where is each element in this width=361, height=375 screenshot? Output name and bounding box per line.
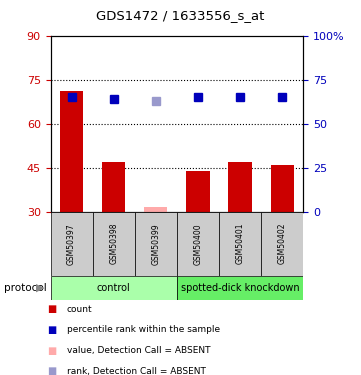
- Text: GDS1472 / 1633556_s_at: GDS1472 / 1633556_s_at: [96, 9, 265, 22]
- Text: GSM50402: GSM50402: [278, 223, 287, 264]
- Bar: [102, 162, 125, 212]
- Bar: [186, 171, 209, 212]
- Text: ■: ■: [47, 325, 56, 335]
- Text: control: control: [97, 283, 131, 293]
- Text: ■: ■: [47, 346, 56, 355]
- Text: ■: ■: [47, 366, 56, 375]
- Bar: [93, 212, 135, 276]
- Bar: [219, 212, 261, 276]
- Text: GSM50400: GSM50400: [193, 223, 203, 265]
- Text: value, Detection Call = ABSENT: value, Detection Call = ABSENT: [67, 346, 210, 355]
- Text: spotted-dick knockdown: spotted-dick knockdown: [181, 283, 299, 293]
- Bar: [144, 207, 168, 212]
- Text: protocol: protocol: [4, 283, 46, 293]
- Text: ■: ■: [47, 304, 56, 314]
- Text: rank, Detection Call = ABSENT: rank, Detection Call = ABSENT: [67, 367, 206, 375]
- Text: GSM50398: GSM50398: [109, 223, 118, 264]
- Text: GSM50397: GSM50397: [67, 223, 76, 265]
- Bar: [135, 212, 177, 276]
- Bar: [51, 276, 177, 300]
- Bar: [271, 165, 294, 212]
- Bar: [229, 162, 252, 212]
- Text: ▶: ▶: [36, 283, 45, 293]
- Bar: [60, 92, 83, 212]
- Bar: [261, 212, 303, 276]
- Text: percentile rank within the sample: percentile rank within the sample: [67, 326, 220, 334]
- Text: count: count: [67, 305, 92, 314]
- Text: GSM50399: GSM50399: [151, 223, 160, 265]
- Bar: [177, 212, 219, 276]
- Text: GSM50401: GSM50401: [236, 223, 244, 264]
- Bar: [177, 276, 303, 300]
- Bar: [51, 212, 93, 276]
